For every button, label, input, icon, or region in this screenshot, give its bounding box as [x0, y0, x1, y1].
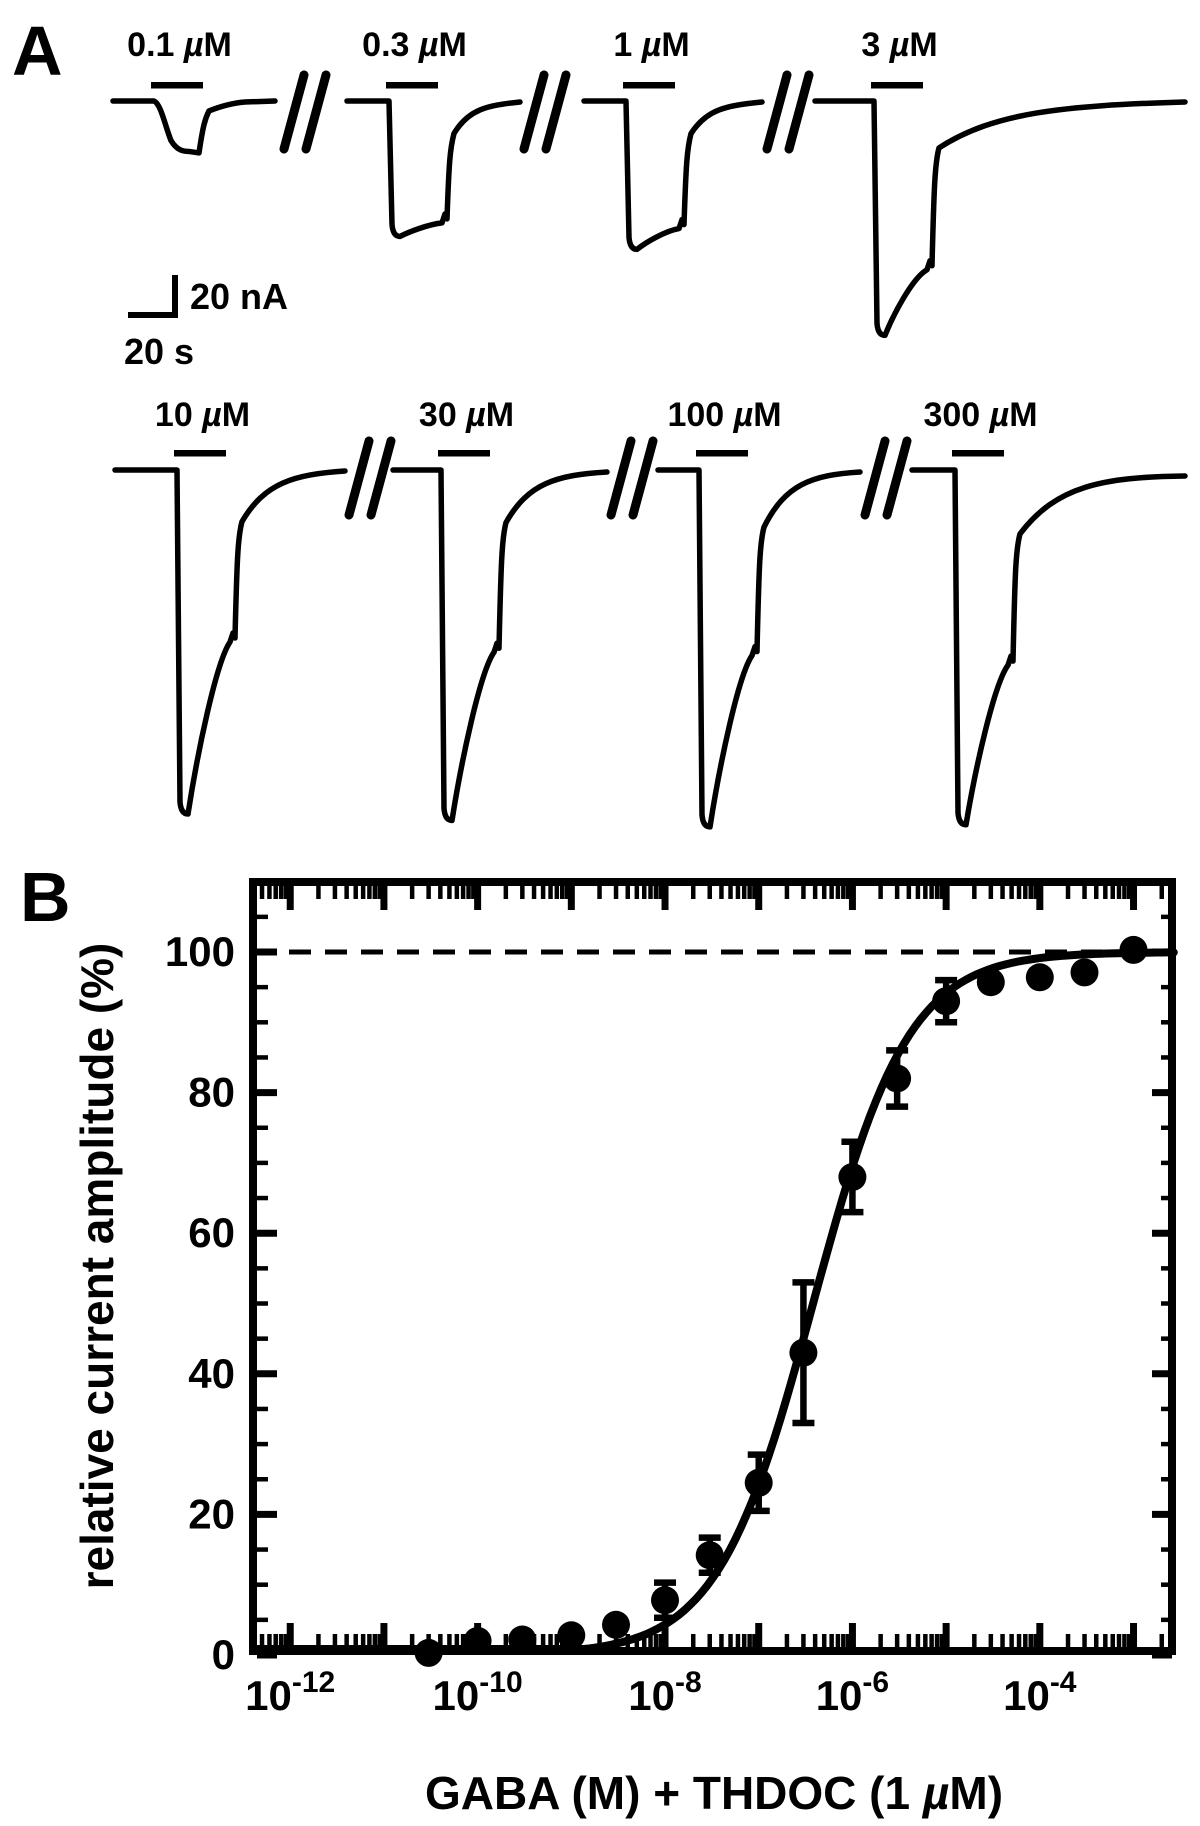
data-point — [695, 1541, 724, 1570]
trace-break-mark — [606, 436, 658, 520]
panel-a-label: A — [12, 12, 63, 90]
application-bar — [438, 450, 490, 457]
current-trace — [110, 98, 278, 156]
application-bar — [623, 82, 675, 89]
trace-break-mark — [762, 70, 814, 154]
current-trace — [112, 467, 348, 817]
y-tick-label: 20 — [188, 1490, 235, 1537]
trace-break-mark — [344, 436, 396, 520]
data-point — [602, 1610, 630, 1639]
y-axis-title: relative current amplitude (%) — [71, 942, 123, 1590]
data-point — [1025, 963, 1054, 992]
concentration-label: 10 µM — [154, 396, 251, 434]
x-tick-label: 10-12 — [245, 1666, 335, 1719]
trace-300µM — [909, 450, 1188, 828]
x-tick-label: 10-10 — [433, 1666, 523, 1719]
trace-30µM — [390, 450, 610, 824]
current-trace — [812, 98, 1188, 339]
current-trace — [344, 98, 523, 240]
concentration-label: 1 µM — [613, 26, 690, 64]
y-tick-labels: 0 20 40 60 80 100 — [165, 928, 235, 1678]
application-bar — [696, 450, 748, 457]
trace-3µM — [812, 82, 1188, 339]
y-tick-label: 100 — [165, 928, 235, 975]
trace-10µM — [112, 450, 348, 817]
data-point — [414, 1638, 443, 1667]
application-bar — [151, 82, 203, 89]
data-point — [838, 1163, 867, 1191]
panel-b-label: B — [20, 858, 71, 936]
x-tick-label: 10-6 — [816, 1666, 889, 1719]
fit-curve — [253, 948, 1178, 1653]
panel-a-traces — [110, 70, 1188, 830]
trace-0.1µM — [110, 82, 278, 156]
trace-0.3µM — [344, 82, 523, 240]
application-bar — [952, 450, 1004, 457]
dose-response-plot: 10-12 10-10 10-8 10-6 10-4 0 20 40 60 80 100 — [165, 878, 1178, 1719]
concentration-label: 0.1 µM — [127, 26, 232, 64]
y-tick-label: 60 — [188, 1209, 235, 1256]
data-point — [463, 1626, 492, 1655]
data-point — [651, 1586, 679, 1615]
y-tick-label: 40 — [188, 1350, 235, 1397]
application-bar — [871, 82, 923, 89]
error-bars — [654, 976, 958, 1621]
data-point — [883, 1064, 912, 1093]
concentration-label: 300 µM — [923, 396, 1038, 434]
trace-100µM — [655, 450, 863, 830]
x-axis-ticks — [259, 886, 1164, 1647]
x-tick-label: 10-8 — [628, 1666, 701, 1719]
data-point — [744, 1468, 773, 1497]
data-point — [1119, 935, 1148, 964]
current-trace — [655, 467, 863, 830]
x-tick-labels: 10-12 10-10 10-8 10-6 10-4 — [245, 1666, 1077, 1719]
scale-bar-current-label: 20 nA — [190, 276, 289, 317]
trace-break-mark — [860, 436, 912, 520]
y-tick-label: 0 — [212, 1631, 235, 1678]
data-point — [789, 1338, 818, 1367]
data-point — [1070, 958, 1099, 987]
data-points — [414, 935, 1148, 1667]
data-point — [932, 987, 961, 1016]
current-trace — [581, 98, 765, 253]
application-bar — [386, 82, 438, 89]
scale-bar-time-label: 20 s — [124, 331, 195, 372]
x-axis-title: GABA (M) + THDOC (1 µM) — [424, 1767, 1004, 1819]
concentration-label: 30 µM — [418, 396, 515, 434]
current-trace — [909, 467, 1188, 828]
concentration-label: 0.3 µM — [362, 26, 467, 64]
scale-bar — [128, 275, 178, 318]
concentration-label: 3 µM — [861, 26, 938, 64]
trace-break-mark — [279, 70, 331, 154]
data-point — [557, 1621, 586, 1650]
current-trace — [390, 467, 610, 824]
trace-break-mark — [519, 70, 571, 154]
data-point — [508, 1625, 537, 1654]
data-point — [976, 968, 1005, 997]
concentration-label: 100 µM — [667, 396, 782, 434]
y-tick-label: 80 — [188, 1069, 235, 1116]
application-bar — [174, 450, 226, 457]
trace-1µM — [581, 82, 765, 253]
x-tick-label: 10-4 — [1003, 1666, 1077, 1719]
